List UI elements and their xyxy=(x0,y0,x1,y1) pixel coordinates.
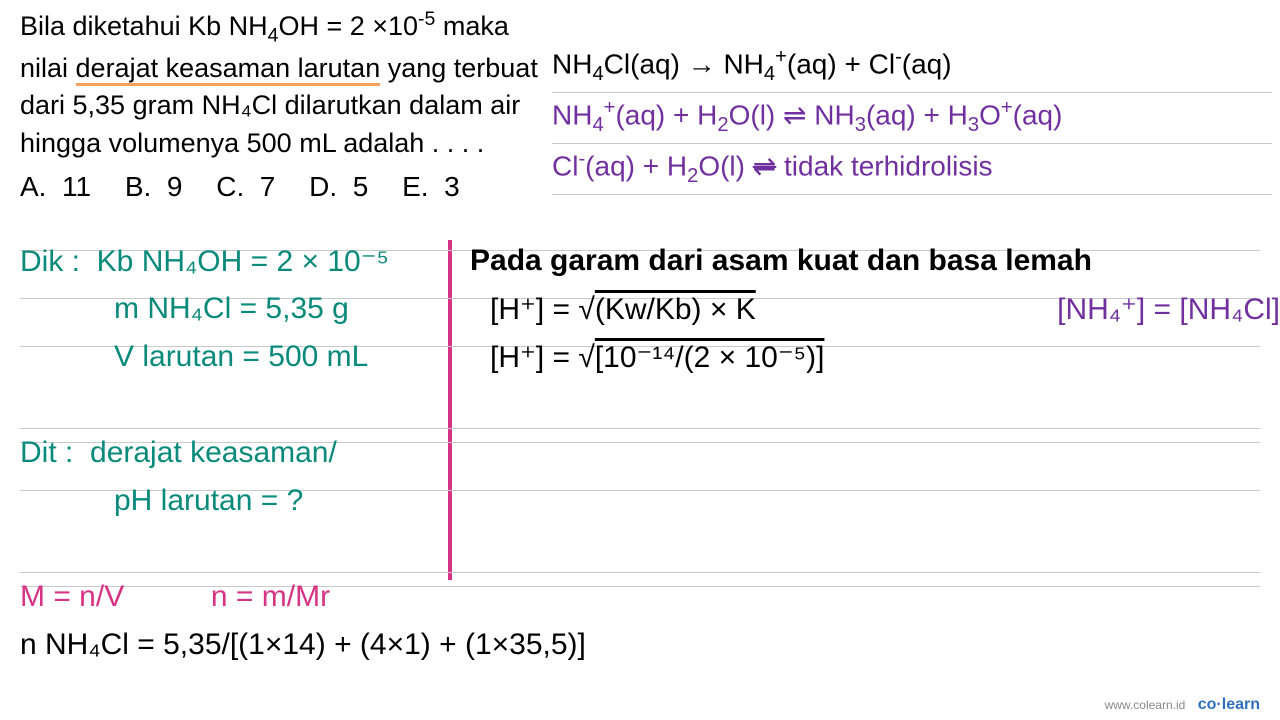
r8-left: M = n/V n = m/Mr xyxy=(20,580,450,614)
opt-b: B. 9 xyxy=(125,171,183,202)
p-l3: dari 5,35 gram NH₄Cl dilarutkan dalam ai… xyxy=(20,90,520,120)
opt-d: D. 5 xyxy=(309,171,368,202)
eq3: Cl-(aq) + H2O(l) ⇌ tidak terhidrolisis xyxy=(552,144,1272,195)
p-l1b: OH = 2 ×10 xyxy=(278,11,418,41)
p-l2a: nilai xyxy=(20,53,76,83)
eq2: NH4+(aq) + H2O(l) ⇌ NH3(aq) + H3O+(aq) xyxy=(552,93,1272,144)
row9: n NH₄Cl = 5,35/[(1×14) + (4×1) + (1×35,5… xyxy=(20,624,1260,668)
row6: pH larutan = ? xyxy=(20,480,1260,491)
footer-url: www.colearn.id xyxy=(1105,698,1186,712)
opt-e: E. 3 xyxy=(402,171,460,202)
p-l1a: Bila diketahui Kb NH xyxy=(20,11,268,41)
r5-left: Dit : derajat keasaman/ xyxy=(20,436,450,470)
row2: m NH₄Cl = 5,35 g [H⁺] = √(Kw/Kb) × K [NH… xyxy=(20,288,1260,299)
r9-text: n NH₄Cl = 5,35/[(1×14) + (4×1) + (1×35,5… xyxy=(20,628,586,661)
row8: M = n/V n = m/Mr xyxy=(20,576,1260,587)
r1-left: Dik : Kb NH₄OH = 2 × 10⁻⁵ xyxy=(20,244,450,279)
row1: Dik : Kb NH₄OH = 2 × 10⁻⁵ Pada garam dar… xyxy=(20,240,1260,251)
r1-right: Pada garam dari asam kuat dan basa lemah xyxy=(470,244,1280,278)
p-l1c: maka xyxy=(435,11,509,41)
footer: www.colearn.id co·learn xyxy=(1105,696,1260,714)
eq1: NH4Cl(aq) → NH4+(aq) + Cl-(aq) xyxy=(552,42,1272,93)
row4 xyxy=(20,384,1260,429)
r3-right: [H⁺] = √[10⁻¹⁴/(2 × 10⁻⁵)] xyxy=(470,340,1280,375)
row3: V larutan = 500 mL [H⁺] = √[10⁻¹⁴/(2 × 1… xyxy=(20,336,1260,347)
problem-text: Bila diketahui Kb NH4OH = 2 ×10-5 maka n… xyxy=(20,6,548,206)
p-l4: hingga volumenya 500 mL adalah . . . . xyxy=(20,128,484,158)
opt-c: C. 7 xyxy=(216,171,275,202)
p-l2b: yang terbuat xyxy=(380,53,538,83)
footer-logo: co·learn xyxy=(1198,696,1260,713)
r6-left: pH larutan = ? xyxy=(20,484,450,518)
answer-options: A. 11 B. 9 C. 7 D. 5 E. 3 xyxy=(20,167,548,206)
row5: Dit : derajat keasaman/ xyxy=(20,432,1260,443)
equations-block: NH4Cl(aq) → NH4+(aq) + Cl-(aq) NH4+(aq) … xyxy=(552,42,1272,195)
opt-a: A. 11 xyxy=(20,171,91,202)
row7 xyxy=(20,528,1260,573)
p-l2u: derajat keasaman larutan xyxy=(76,53,381,86)
r2-right: [H⁺] = √(Kw/Kb) × K [NH₄⁺] = [NH₄Cl] xyxy=(470,292,1280,327)
r2-left: m NH₄Cl = 5,35 g xyxy=(20,292,450,326)
r3-left: V larutan = 500 mL xyxy=(20,340,450,374)
